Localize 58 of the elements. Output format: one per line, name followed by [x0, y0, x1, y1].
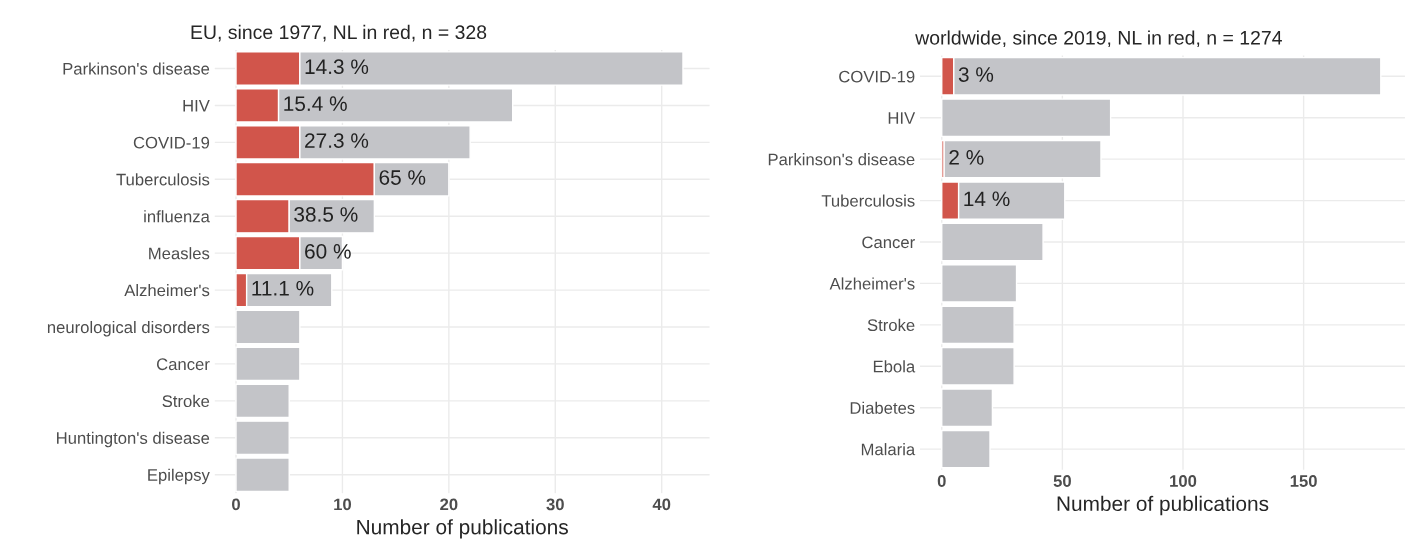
y-tick-label: Cancer [156, 358, 210, 371]
y-tick-label: neurological disorders [47, 320, 210, 337]
x-tick-label: 30 [546, 498, 564, 511]
annotation: 3 % [958, 67, 994, 82]
y-tick-label: influenza [144, 210, 210, 223]
y-tick-label: HIV [888, 112, 916, 124]
y-tick-label: Measles [149, 247, 210, 260]
x-tick-label: 0 [937, 475, 946, 487]
y-tick-label: Stroke [867, 318, 915, 332]
x-tick-label: 20 [440, 498, 458, 511]
annotation: 2 % [949, 149, 984, 165]
x-tick-label: 0 [232, 498, 240, 511]
y-tick-label: Malaria [861, 443, 916, 456]
x-tick-label: 50 [1053, 475, 1071, 487]
bar [941, 264, 1018, 303]
y-tick-label: Parkinson's disease [768, 153, 915, 166]
bar [235, 309, 301, 345]
annotation: 27.3 % [305, 133, 369, 148]
y-tick-label: Tuberculosis [116, 173, 210, 186]
y-tick-label: COVID-19 [133, 136, 210, 149]
annotation: 65 % [379, 170, 426, 185]
annotation: 14.3 % [305, 59, 369, 75]
bar [235, 420, 290, 456]
x-tick-label: 10 [334, 498, 352, 511]
annotation: 38.5 % [294, 207, 358, 222]
bar [941, 346, 1015, 386]
bar [941, 388, 994, 428]
y-tick-label: COVID-19 [839, 70, 915, 83]
y-tick-label: Diabetes [850, 401, 915, 414]
y-tick-label: Ebola [873, 360, 916, 373]
y-tick-label: Tuberculosis [821, 194, 915, 207]
bar [941, 98, 1112, 138]
annotation: 14 % [964, 191, 1010, 207]
bar [943, 139, 1102, 179]
bar [941, 222, 1044, 262]
y-tick-label: HIV [183, 100, 210, 112]
x-tick-label: 40 [652, 498, 671, 511]
x-axis-title: Number of publications [1057, 495, 1269, 516]
y-tick-label: Cancer [862, 236, 915, 249]
y-tick-label: Alzheimer's [829, 277, 915, 290]
annotation: 15.4 % [284, 96, 347, 112]
y-tick-label: Epilepsy [148, 468, 210, 485]
bar [235, 346, 301, 382]
x-axis-title: Number of publications [357, 519, 568, 539]
chart-title: EU, since 1977, NL in red, n = 328 [191, 24, 487, 42]
y-tick-label: Stroke [162, 394, 210, 408]
bar [941, 305, 1015, 345]
chart-title: worldwide, since 2019, NL in red, n = 1274 [915, 30, 1282, 47]
y-tick-label: Huntington's disease [57, 431, 210, 448]
y-tick-label: Parkinson's disease [63, 62, 210, 75]
y-tick-label: Alzheimer's [124, 284, 210, 297]
bar [235, 457, 290, 493]
bar [941, 429, 991, 469]
annotation: 11.1 % [252, 281, 314, 296]
x-tick-label: 100 [1170, 475, 1197, 487]
x-tick-label: 150 [1290, 475, 1317, 487]
annotation: 60 % [305, 243, 351, 259]
bar [235, 383, 290, 419]
